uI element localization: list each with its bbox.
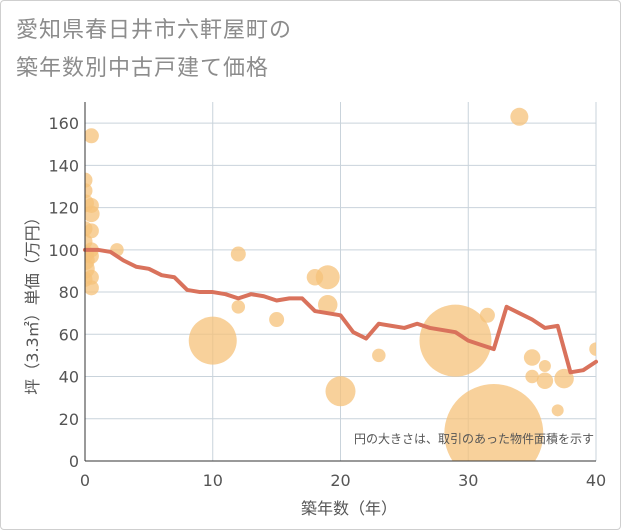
y-tick-label: 80 [59,283,79,302]
bubble-point [85,205,100,223]
y-tick-label: 20 [59,410,79,429]
grid [85,102,597,461]
bubble-point [85,223,99,239]
x-tick-label: 10 [203,471,223,490]
y-tick-label: 0 [69,452,79,471]
bubble-point [85,280,99,296]
chart-title-line-2: 築年数別中古戸建て価格 [16,56,270,81]
y-tick-label: 140 [48,156,79,175]
x-tick-label: 30 [458,471,478,490]
bubble-point [419,304,492,377]
x-tick-label: 40 [586,471,606,490]
bubble-point [317,294,338,315]
bubble-point [554,368,574,389]
bubble-point [523,349,541,366]
axes [84,102,596,462]
trend-line [83,247,598,375]
chart-title-line-1: 愛知県春日井市六軒屋町の [16,18,293,43]
bubble-point [372,348,386,363]
bubble-point [85,248,99,264]
bubble-point [551,404,564,417]
chart-title: 愛知県春日井市六軒屋町の 築年数別中古戸建て価格 [16,12,292,88]
bubble-point [325,376,356,407]
bubble-point [231,300,246,314]
bubble-point [536,372,554,390]
y-tick-label: 120 [48,199,79,218]
x-tick-label: 20 [330,471,350,490]
bubble-point [444,384,544,461]
x-tick-label: 0 [80,471,90,490]
bubbles [85,107,596,461]
bubble-point [589,342,596,356]
bubble-point [230,246,246,262]
y-tick-label: 160 [48,114,79,133]
average-price-line [83,247,598,375]
size-note: 円の大きさは、取引のあった物件面積を示す [354,431,594,446]
x-axis-label: 築年数（年） [301,499,397,518]
bubble-point [510,107,529,126]
bubble-point [85,183,93,199]
y-tick-label: 40 [59,368,79,387]
bubble-point [315,265,340,290]
bubble-point [538,359,551,372]
y-axis-label: 坪（3.3㎡）単価（万円） [23,209,42,394]
y-tick-label: 60 [59,325,79,344]
tick-labels: 0 10 20 30 40 0 20 40 60 80 100 120 140 160 [48,114,606,490]
y-tick-label: 100 [48,241,79,260]
bubble-point [188,316,237,365]
bubble-point [85,128,99,144]
bubble-point [525,369,539,384]
bubble-point [269,312,285,328]
bubble-point [479,307,495,323]
